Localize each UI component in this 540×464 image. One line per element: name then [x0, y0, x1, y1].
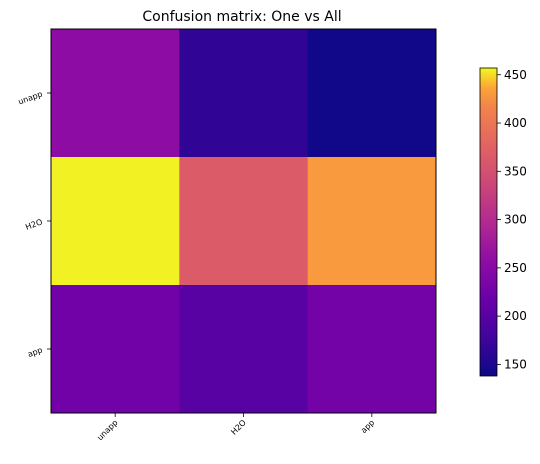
colorbar-gradient [479, 67, 498, 377]
colorbar-tick-label: 400 [504, 116, 527, 130]
heatmap-cell-unapp-H2O [179, 29, 309, 158]
row-label-H2O: H2O [24, 217, 43, 231]
col-label-H2O: H2O [229, 418, 248, 437]
heatmap-cell-app-app [307, 285, 437, 414]
col-label-unapp: unapp [95, 418, 119, 442]
colorbar: 150 200 250 300 350 400 450 [479, 67, 527, 377]
heatmap-cell-unapp-app [307, 29, 437, 158]
col-tick-labels: unapp H2O app [95, 413, 376, 442]
colorbar-tick-label: 450 [504, 68, 527, 82]
row-label-app: app [26, 345, 43, 359]
colorbar-tick-label: 150 [504, 357, 527, 371]
heatmap-cell-app-H2O [179, 285, 309, 414]
colorbar-tick-label: 350 [504, 164, 527, 178]
chart-title: Confusion matrix: One vs All [142, 9, 341, 25]
colorbar-tick-label: 300 [504, 213, 527, 227]
heatmap-cell-app-unapp [51, 285, 180, 414]
heatmap-cell-H2O-H2O [179, 157, 309, 286]
heatmap-cells [51, 29, 437, 414]
plot-frame [50, 28, 437, 414]
colorbar-tick-label: 250 [504, 261, 527, 275]
col-label-app: app [359, 418, 376, 435]
row-tick-labels: unapp H2O app [17, 89, 51, 359]
colorbar-tick-label: 200 [504, 309, 527, 323]
heatmap-cell-H2O-app [307, 157, 437, 286]
colorbar-ticks: 150 200 250 300 350 400 450 [497, 68, 527, 371]
heatmap-cell-unapp-unapp [51, 29, 180, 158]
heatmap-cell-H2O-unapp [51, 157, 180, 286]
row-label-unapp: unapp [17, 89, 44, 106]
